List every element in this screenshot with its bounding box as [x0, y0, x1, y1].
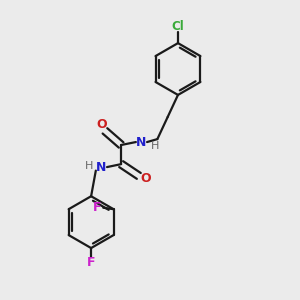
Text: O: O [140, 172, 151, 185]
Text: Cl: Cl [172, 20, 184, 33]
Text: N: N [96, 160, 106, 174]
Text: N: N [136, 136, 146, 148]
Text: H: H [85, 161, 94, 172]
Text: F: F [93, 201, 102, 214]
Text: O: O [96, 118, 107, 131]
Text: F: F [87, 256, 95, 269]
Text: H: H [151, 142, 160, 152]
